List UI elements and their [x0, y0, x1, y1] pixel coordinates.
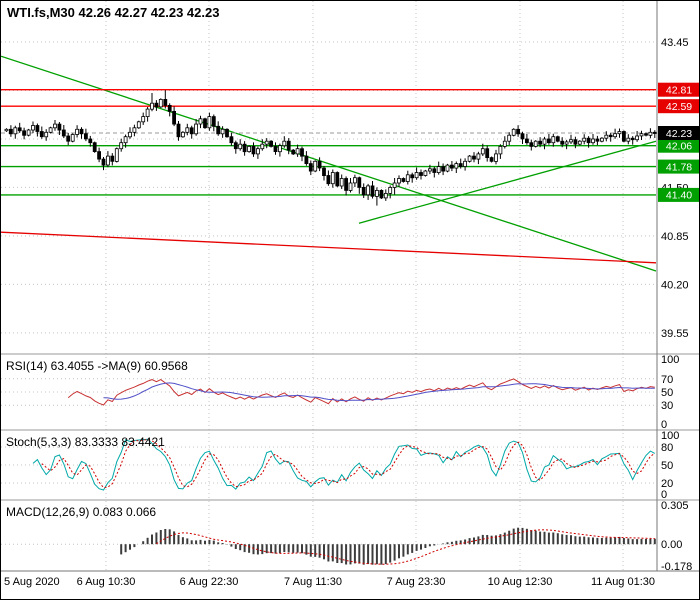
- macd-panel: 0.305 0.00 -0.178: [1, 500, 692, 573]
- svg-text:100: 100: [661, 430, 679, 442]
- trendline[interactable]: [358, 140, 657, 224]
- time-axis-label: 7 Aug 23:30: [386, 576, 446, 588]
- level-price-label: [658, 159, 699, 174]
- rsi-indicator-label: RSI(14) 63.4055 ->MA(9) 60.9568: [6, 359, 188, 373]
- gridlines: [1, 1, 656, 571]
- time-axis-label: 5 Aug 2020: [4, 576, 60, 588]
- trendline[interactable]: [1, 55, 657, 272]
- macd-indicator-label: MACD(12,26,9) 0.083 0.066: [6, 505, 157, 519]
- svg-text:41.78: 41.78: [666, 161, 692, 173]
- svg-text:80: 80: [661, 442, 673, 454]
- time-axis-label: 7 Aug 11:30: [284, 576, 342, 588]
- svg-text:0: 0: [661, 419, 667, 431]
- time-axis-label: 6 Aug 22:30: [179, 576, 239, 588]
- support-resistance-levels[interactable]: [1, 88, 656, 196]
- level-price-label: [658, 138, 699, 153]
- svg-text:0: 0: [661, 489, 667, 501]
- candlestick-series: [4, 90, 657, 206]
- rsi-ma-line: [103, 382, 655, 402]
- level-price-label: [658, 99, 699, 114]
- svg-text:41.40: 41.40: [666, 190, 692, 202]
- time-axis-label: 11 Aug 01:30: [590, 576, 656, 588]
- panel-frames: [1, 1, 699, 572]
- svg-text:42.59: 42.59: [666, 101, 692, 113]
- svg-text:50: 50: [661, 387, 673, 399]
- stoch-signal-line: [41, 439, 656, 489]
- svg-text:43.45: 43.45: [661, 37, 689, 49]
- macd-signal-line: [156, 529, 655, 565]
- time-axis-label: 6 Aug 10:30: [76, 576, 136, 588]
- svg-text:40.85: 40.85: [661, 231, 689, 243]
- svg-text:0.00: 0.00: [661, 539, 682, 551]
- current-price-label: [658, 126, 699, 140]
- price-labels: 42.81 42.59 42.06 41.78 41.40 42.23: [658, 82, 699, 202]
- svg-text:70: 70: [661, 374, 673, 386]
- svg-text:40.20: 40.20: [661, 279, 689, 291]
- svg-text:100: 100: [661, 354, 679, 366]
- stoch-indicator-label: Stoch(5,3,3) 83.3333 83.4421: [6, 435, 165, 449]
- svg-text:42.23: 42.23: [666, 128, 692, 140]
- level-price-label: [658, 82, 699, 97]
- svg-text:-0.178: -0.178: [661, 561, 692, 573]
- svg-text:50: 50: [661, 460, 673, 472]
- svg-text:30: 30: [661, 400, 673, 412]
- trendline[interactable]: [1, 231, 657, 264]
- svg-text:20: 20: [661, 478, 673, 490]
- svg-text:0.305: 0.305: [661, 500, 689, 512]
- svg-text:42.81: 42.81: [666, 85, 692, 97]
- time-axis-label: 10 Aug 12:30: [487, 576, 553, 588]
- chart-title-ohlc: WTI.fs,M30 42.26 42.27 42.23 42.23: [7, 5, 220, 20]
- svg-text:39.55: 39.55: [661, 328, 689, 340]
- level-price-label: [658, 187, 699, 202]
- svg-text:42.06: 42.06: [666, 141, 692, 153]
- trendlines[interactable]: [1, 55, 657, 272]
